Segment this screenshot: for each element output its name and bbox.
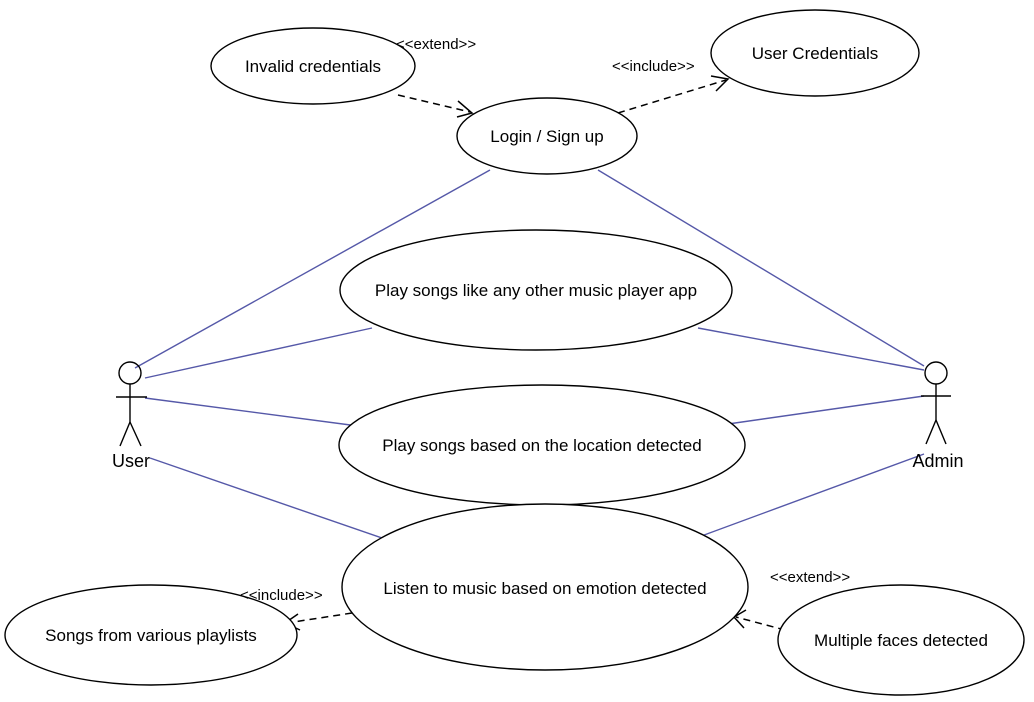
assoc-admin-listen-emotion xyxy=(676,453,925,546)
stereotypes: <<extend>> <<include>> <<include>> <<ext… xyxy=(240,36,850,604)
assoc-admin-play-location xyxy=(727,395,925,425)
use-case-label: Multiple faces detected xyxy=(814,631,988,650)
stereotype-include-top: <<include>> xyxy=(612,58,695,75)
use-case-label: Invalid credentials xyxy=(245,57,381,76)
assoc-user-play-location xyxy=(144,397,359,427)
actor-head xyxy=(924,361,948,385)
assoc-user-listen-emotion xyxy=(149,457,409,548)
use-case-multiple-faces[interactable]: Multiple faces detected xyxy=(777,584,1025,696)
use-case-user-credentials[interactable]: User Credentials xyxy=(710,9,920,97)
assoc-user-login xyxy=(134,169,491,369)
use-case-login-signup[interactable]: Login / Sign up xyxy=(456,97,638,175)
use-case-label: Play songs like any other music player a… xyxy=(375,281,697,300)
stereotype-extend-top: <<extend>> xyxy=(396,36,476,53)
assoc-user-play-like xyxy=(144,327,373,379)
include-arrow-login-to-credentials xyxy=(617,75,730,114)
use-cases: Invalid credentials User Credentials Log… xyxy=(4,9,1025,696)
actor-head xyxy=(118,361,142,385)
extend-arrow-invalid-to-login xyxy=(397,94,474,118)
use-case-label: Listen to music based on emotion detecte… xyxy=(383,579,706,598)
use-case-label: User Credentials xyxy=(752,44,879,63)
use-case-label: Play songs based on the location detecte… xyxy=(382,436,701,455)
assoc-admin-login xyxy=(597,169,925,367)
actor-user-label: User xyxy=(112,451,150,471)
actor-admin[interactable]: Admin xyxy=(912,361,964,471)
use-case-songs-playlists[interactable]: Songs from various playlists xyxy=(4,584,298,686)
extend-arrow-faces-to-listen xyxy=(732,609,786,631)
use-case-listen-emotion[interactable]: Listen to music based on emotion detecte… xyxy=(341,503,749,671)
use-case-label: Songs from various playlists xyxy=(45,626,257,645)
assoc-admin-play-like xyxy=(697,327,925,371)
actor-admin-label: Admin xyxy=(912,451,963,471)
stereotype-extend-bottom: <<extend>> xyxy=(770,569,850,586)
associations xyxy=(134,169,925,548)
use-case-invalid-credentials[interactable]: Invalid credentials xyxy=(210,27,416,105)
use-case-play-location[interactable]: Play songs based on the location detecte… xyxy=(338,384,746,506)
use-case-play-like-other[interactable]: Play songs like any other music player a… xyxy=(339,229,733,351)
use-case-label: Login / Sign up xyxy=(490,127,603,146)
stereotype-include-bottom: <<include>> xyxy=(240,587,323,604)
actor-user[interactable]: User xyxy=(112,361,150,471)
